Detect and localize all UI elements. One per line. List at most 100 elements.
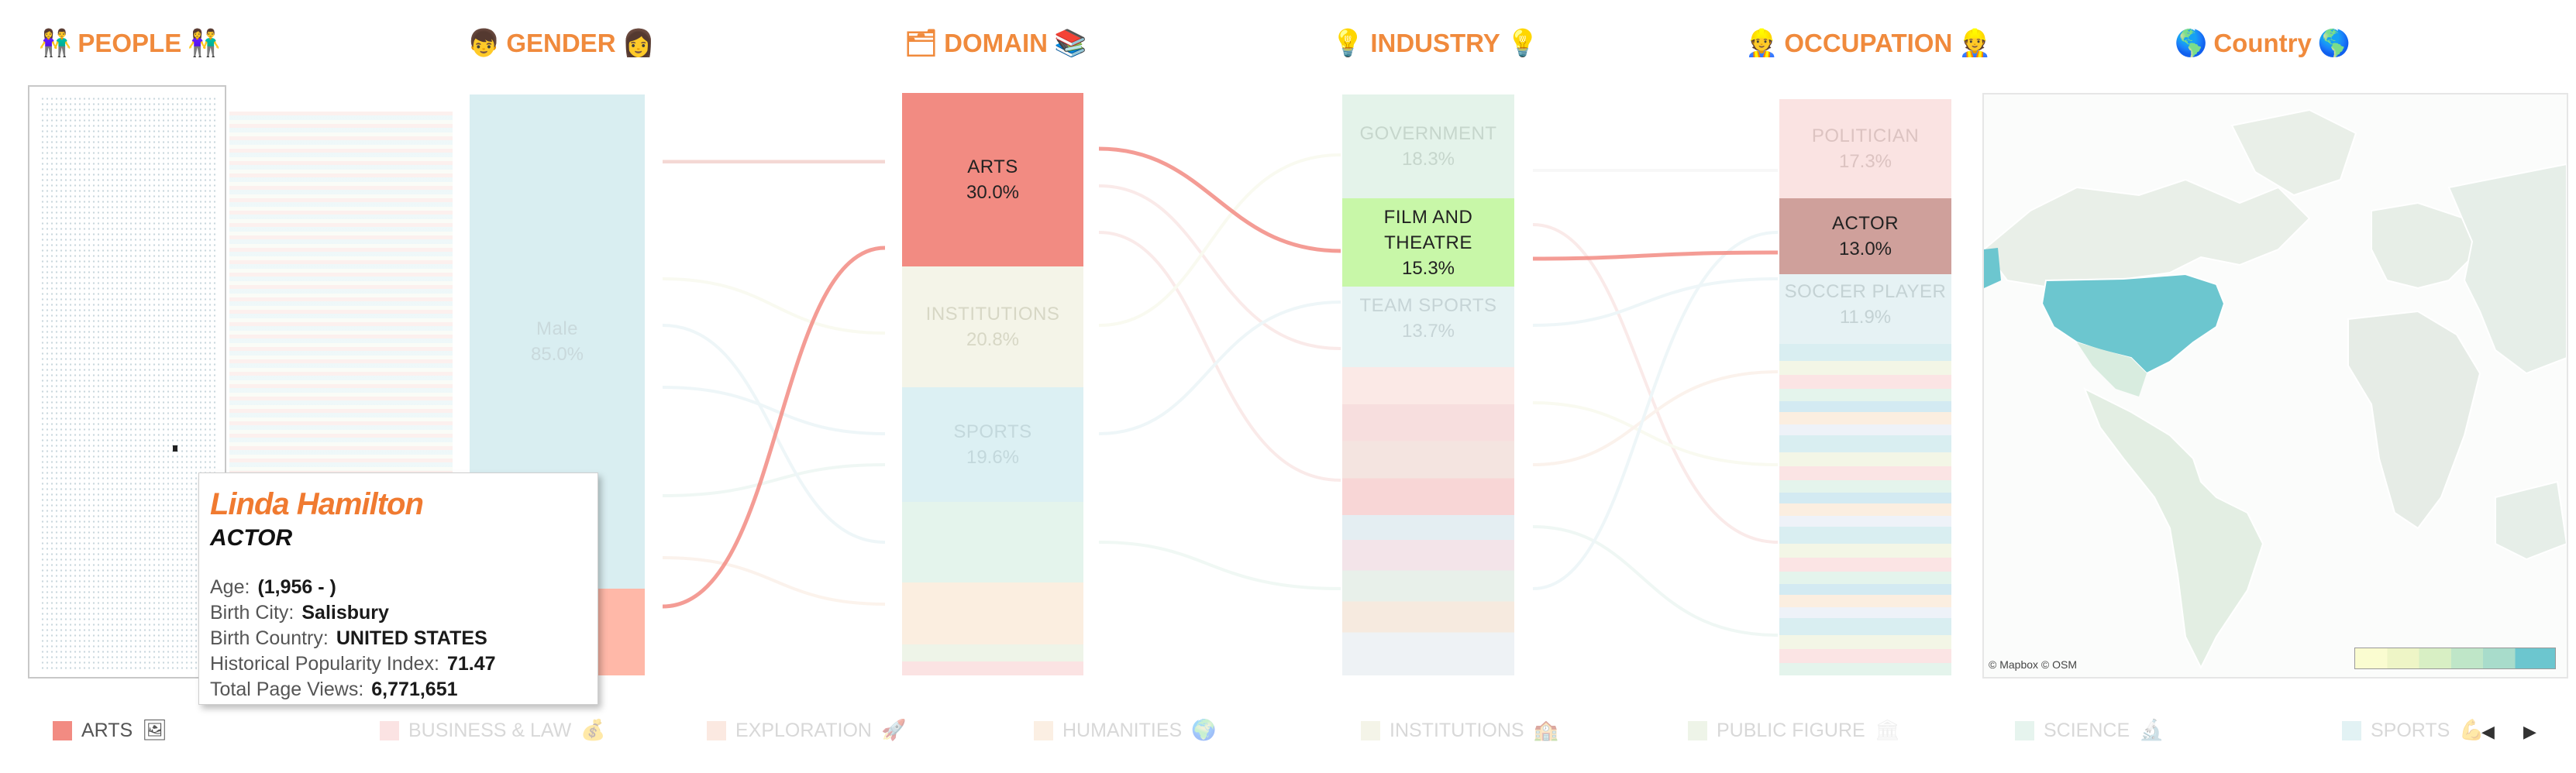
occupation-label: ACTOR bbox=[1831, 213, 1899, 234]
domain-label: SPORTS bbox=[953, 421, 1032, 442]
selected-person-marker[interactable] bbox=[173, 445, 177, 452]
microscope-icon: 🔬 bbox=[2139, 719, 2164, 742]
industry-segment-government[interactable]: GOVERNMENT 18.3% bbox=[1342, 94, 1514, 198]
worker-icon: 👷 bbox=[1958, 28, 1992, 59]
occupation-pct: 17.3% bbox=[1838, 151, 1892, 172]
school-icon: 🏫 bbox=[1533, 719, 1558, 742]
alaska-region[interactable] bbox=[1984, 248, 2001, 288]
domain-segment-business[interactable] bbox=[902, 661, 1083, 675]
legend-item-exploration[interactable]: EXPLORATION 🚀 bbox=[707, 719, 906, 742]
domain-pct: 19.6% bbox=[966, 447, 1020, 468]
worker-icon: 👷 bbox=[1745, 28, 1779, 59]
domain-title: 🗂 DOMAIN 📚 bbox=[904, 28, 1087, 59]
legend-label: EXPLORATION bbox=[735, 719, 872, 741]
occupation-title-text: OCCUPATION bbox=[1784, 29, 1953, 57]
industry-segment-team-sports[interactable]: TEAM SPORTS 13.7% bbox=[1342, 287, 1514, 367]
legend-label: SPORTS bbox=[2371, 719, 2450, 741]
tooltip-city-row: Birth City: Salisbury bbox=[210, 602, 587, 624]
legend-label: PUBLIC FIGURE bbox=[1717, 719, 1865, 741]
occupation-label: POLITICIAN bbox=[1811, 125, 1920, 146]
legend-item-arts[interactable]: ARTS 🖼 bbox=[53, 719, 167, 742]
legend-item-institutions[interactable]: INSTITUTIONS 🏫 bbox=[1361, 719, 1558, 742]
highlighted-flow bbox=[662, 146, 1779, 609]
industry-pct: 13.7% bbox=[1401, 321, 1455, 342]
land-masses bbox=[1984, 108, 2567, 670]
occupation-segment-other[interactable] bbox=[1779, 344, 1951, 675]
mexico-region[interactable] bbox=[2077, 342, 2147, 397]
globe-icon: 🌎 bbox=[2175, 28, 2208, 59]
domain-segment-arts[interactable]: ARTS 30.0% bbox=[902, 93, 1083, 266]
occupation-segment-politician[interactable]: POLITICIAN 17.3% bbox=[1779, 99, 1951, 198]
occupation-bar: POLITICIAN 17.3% ACTOR 13.0% SOCCER PLAY… bbox=[1779, 99, 1951, 675]
tooltip-person-name: Linda Hamilton bbox=[210, 487, 424, 521]
legend-label: ARTS bbox=[81, 719, 133, 741]
legend-label: SCIENCE bbox=[2044, 719, 2130, 741]
people-title: 👫 PEOPLE 👫 bbox=[39, 28, 221, 59]
globe-icon: 🌎 bbox=[2317, 28, 2351, 59]
couple-icon: 👫 bbox=[188, 28, 221, 59]
country-map[interactable]: © Mapbox © OSM bbox=[1982, 93, 2568, 679]
occupation-pct: 11.9% bbox=[1839, 307, 1892, 328]
gender-male-label: Male bbox=[536, 318, 579, 339]
people-grid[interactable] bbox=[28, 85, 226, 679]
legend-swatch bbox=[1688, 720, 1707, 740]
domain-title-text: DOMAIN bbox=[944, 29, 1048, 57]
gender-male-pct: 85.0% bbox=[530, 344, 584, 365]
industry-title: 💡 INDUSTRY 💡 bbox=[1331, 28, 1539, 59]
occupation-title: 👷 OCCUPATION 👷 bbox=[1745, 28, 1992, 59]
color-scale-legend bbox=[2354, 648, 2556, 669]
occupation-segment-soccer-player[interactable]: SOCCER PLAYER 11.9% bbox=[1779, 274, 1951, 344]
tooltip-hpi-label: Historical Popularity Index: bbox=[210, 653, 439, 675]
people-dots bbox=[40, 96, 215, 669]
classical-building-icon: 🏛 bbox=[1874, 719, 1900, 742]
legend-swatch bbox=[707, 720, 726, 740]
legend-swatch bbox=[53, 720, 72, 740]
industry-label: FILM AND THEATRE bbox=[1383, 206, 1473, 253]
occupation-label: SOCCER PLAYER bbox=[1784, 281, 1947, 302]
gender-title: 👦 GENDER 👩 bbox=[467, 28, 655, 59]
flexed-biceps-icon: 💪 bbox=[2459, 719, 2485, 742]
girl-icon: 👩 bbox=[622, 28, 655, 59]
gender-title-text: GENDER bbox=[506, 29, 616, 57]
lightbulb-icon: 💡 bbox=[1331, 28, 1365, 59]
lightbulb-icon: 💡 bbox=[1506, 28, 1540, 59]
tooltip-city-value: Salisbury bbox=[301, 602, 389, 624]
domain-label: INSTITUTIONS bbox=[925, 304, 1060, 325]
legend-swatch bbox=[380, 720, 399, 740]
legend-item-science[interactable]: SCIENCE 🔬 bbox=[2015, 719, 2164, 742]
legend-swatch bbox=[1361, 720, 1380, 740]
domain-bar: ARTS 30.0% INSTITUTIONS 20.8% SPORTS 19.… bbox=[902, 93, 1083, 675]
legend-label: HUMANITIES bbox=[1062, 719, 1183, 741]
tooltip-age-label: Age: bbox=[210, 576, 250, 598]
usa-region[interactable] bbox=[2040, 273, 2226, 375]
industry-segment-other[interactable] bbox=[1342, 367, 1514, 675]
occupation-segment-actor[interactable]: ACTOR 13.0% bbox=[1779, 198, 1951, 274]
legend-next-arrow-icon[interactable]: ▶ bbox=[2523, 722, 2536, 741]
industry-label: GOVERNMENT bbox=[1359, 123, 1497, 144]
legend-item-sports[interactable]: SPORTS 💪 bbox=[2342, 719, 2485, 742]
legend-prev-arrow-icon[interactable]: ◀ bbox=[2481, 722, 2495, 741]
domain-segment-sports[interactable]: SPORTS 19.6% bbox=[902, 387, 1083, 502]
legend-item-public-figure[interactable]: PUBLIC FIGURE 🏛 bbox=[1688, 719, 1900, 742]
tooltip-views-value: 6,771,651 bbox=[371, 679, 458, 700]
picture-icon: 🖼 bbox=[142, 719, 168, 742]
money-bag-icon: 💰 bbox=[580, 719, 606, 742]
domain-segment-public-figure[interactable] bbox=[902, 644, 1083, 661]
tooltip-age-value: (1,956 - ) bbox=[257, 576, 336, 598]
legend-item-business-law[interactable]: BUSINESS & LAW 💰 bbox=[380, 719, 606, 742]
tooltip-views-row: Total Page Views: 6,771,651 bbox=[210, 679, 587, 701]
tooltip-country-row: Birth Country: UNITED STATES bbox=[210, 627, 587, 650]
tooltip-country-label: Birth Country: bbox=[210, 627, 329, 649]
legend-item-humanities[interactable]: HUMANITIES 🌍 bbox=[1034, 719, 1217, 742]
person-tooltip: Linda Hamilton ACTOR Age: (1,956 - ) Birt… bbox=[198, 472, 598, 705]
domain-pct: 20.8% bbox=[966, 329, 1020, 350]
domain-label: ARTS bbox=[967, 156, 1018, 177]
domain-segment-institutions[interactable]: INSTITUTIONS 20.8% bbox=[902, 266, 1083, 387]
domain-segment-humanities[interactable] bbox=[902, 582, 1083, 644]
tooltip-hpi-row: Historical Popularity Index: 71.47 bbox=[210, 653, 587, 675]
domain-segment-science[interactable] bbox=[902, 502, 1083, 582]
industry-segment-film[interactable]: FILM AND THEATRE 15.3% bbox=[1342, 198, 1514, 287]
occupation-pct: 13.0% bbox=[1838, 239, 1892, 259]
map-attribution: © Mapbox © OSM bbox=[1989, 658, 2077, 671]
